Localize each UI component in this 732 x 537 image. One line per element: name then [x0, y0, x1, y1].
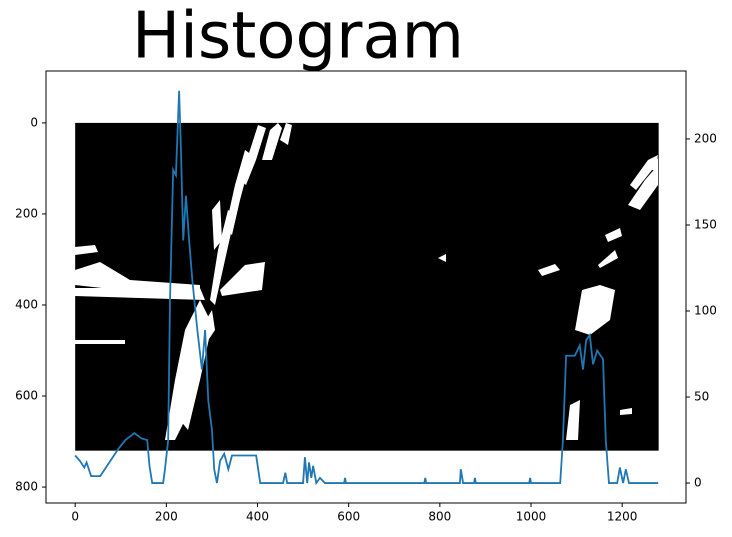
- x-tick-label: 400: [246, 510, 269, 524]
- y2-tick-label: 0: [694, 476, 702, 490]
- y2-tick-label: 50: [694, 390, 709, 404]
- x-tick-label: 200: [155, 510, 178, 524]
- axes-frame: [45, 70, 687, 504]
- y2-tick-label: 150: [694, 217, 717, 231]
- y2-tick-label: 200: [694, 131, 717, 145]
- y-tick-label: 0: [30, 115, 38, 129]
- histogram-line: [74, 90, 659, 486]
- x-tick-label: 1200: [607, 510, 638, 524]
- x-tick-label: 1000: [516, 510, 547, 524]
- y2-tick-label: 100: [694, 304, 717, 318]
- y-tick-label: 400: [15, 297, 38, 311]
- x-tick-label: 600: [337, 510, 360, 524]
- y-tick-label: 800: [15, 480, 38, 494]
- chart-title: Histogram: [132, 0, 464, 74]
- y-tick-label: 200: [15, 206, 38, 220]
- lane-pixels: [75, 123, 658, 440]
- x-tick-label: 0: [71, 510, 79, 524]
- y-tick-label: 600: [15, 389, 38, 403]
- x-tick-label: 800: [428, 510, 451, 524]
